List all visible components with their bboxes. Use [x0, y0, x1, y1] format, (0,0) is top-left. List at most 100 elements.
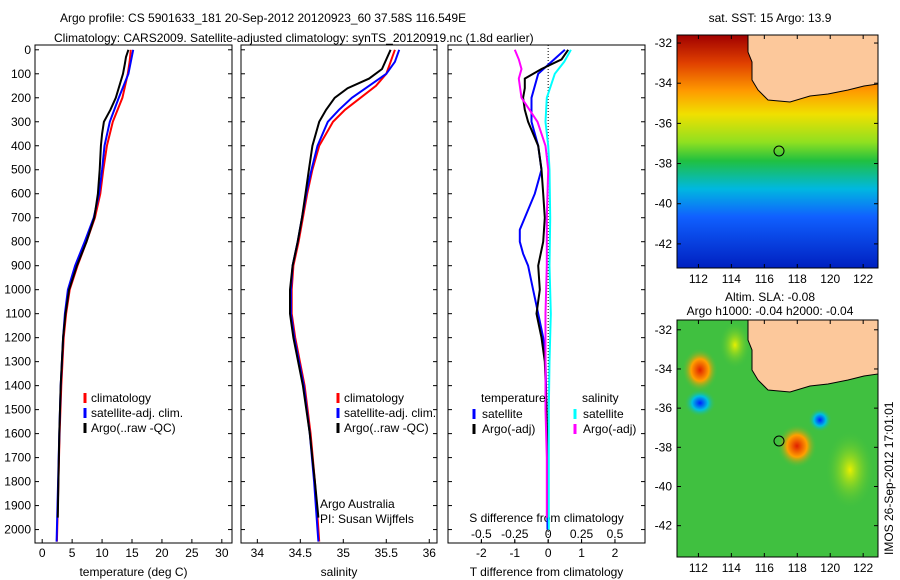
- sla-high-blob: [682, 348, 718, 392]
- x-tick-label: 35: [337, 546, 351, 560]
- y-tick-label: 1300: [4, 355, 31, 369]
- map-x-tick-label: 114: [722, 272, 741, 286]
- map-y-tick-label: -32: [655, 323, 673, 337]
- x-tick-label: 35.5: [375, 546, 399, 560]
- figure-title-line2: Climatology: CARS2009. Satellite-adjuste…: [54, 31, 534, 45]
- y-tick-label: 100: [11, 67, 31, 81]
- legend-label: satellite: [482, 407, 523, 421]
- top-x-tick-label: 0.25: [570, 527, 594, 541]
- series-line-salinity-satellite: [544, 49, 572, 530]
- x-tick-label: 25: [185, 546, 199, 560]
- y-tick-label: 200: [11, 91, 31, 105]
- legend-title-temperature: temperature: [481, 391, 546, 405]
- y-tick-label: 1400: [4, 379, 31, 393]
- land-australia: [747, 319, 879, 393]
- y-tick-label: 1200: [4, 331, 31, 345]
- x-tick-label: 20: [155, 546, 169, 560]
- x-tick-label: -2: [476, 546, 487, 560]
- x-tick-label: 0: [545, 546, 552, 560]
- sst-map: sat. SST: 15 Argo: 13.9 112 114 116 118 120 1…: [655, 11, 879, 286]
- map-x-tick-label: 116: [755, 561, 774, 575]
- sla-high-blob: [719, 321, 751, 369]
- imos-timestamp: IMOS 26-Sep-2012 17:01:01: [882, 401, 896, 555]
- legend-label: satellite: [583, 407, 624, 421]
- series-line-climatology: [290, 49, 396, 542]
- x-tick-label: 2: [612, 546, 619, 560]
- y-tick-label: 1500: [4, 403, 31, 417]
- legend-label: Argo(..raw -QC): [91, 421, 176, 435]
- x-tick-label: 36: [423, 546, 437, 560]
- map-y-tick-label: -38: [655, 440, 673, 454]
- sla-map-frame: [676, 319, 879, 558]
- y-tick-label: 300: [11, 115, 31, 129]
- land-australia: [747, 34, 879, 103]
- x-tick-label: -1: [509, 546, 520, 560]
- legend-label: climatology: [344, 391, 404, 405]
- map-y-tick-label: -34: [655, 362, 673, 376]
- argo-position-marker: [773, 435, 785, 447]
- x-axis-label: temperature (deg C): [79, 565, 187, 579]
- map-x-tick-label: 116: [755, 272, 774, 286]
- map-y-tick-label: -36: [655, 401, 673, 415]
- map-y-tick-label: -32: [655, 36, 673, 50]
- legend-label: satellite-adj. clim.: [91, 406, 183, 420]
- map-y-tick-label: -42: [655, 519, 673, 533]
- y-tick-label: 1600: [4, 427, 31, 441]
- legend-title-salinity: salinity: [582, 391, 619, 405]
- legend-label: Argo(-adj): [482, 422, 535, 436]
- legend-label: Argo(..raw -QC): [344, 421, 429, 435]
- x-tick-label: 1: [578, 546, 585, 560]
- map-x-tick-label: 118: [788, 561, 807, 575]
- x-tick-label: 5: [69, 546, 76, 560]
- profile-panel-difference: -2 -1 0 1 2 T difference from climatology -0.5…: [447, 44, 646, 579]
- map-x-tick-label: 120: [820, 561, 840, 575]
- y-tick-label: 500: [11, 163, 31, 177]
- axes-frame: [240, 44, 438, 544]
- sla-high-blob: [777, 424, 817, 468]
- axes-frame: [447, 44, 646, 544]
- y-tick-label: 1700: [4, 451, 31, 465]
- top-x-tick-label: 0.5: [607, 527, 624, 541]
- x-tick-label: 30: [215, 546, 229, 560]
- map-x-tick-label: 118: [788, 272, 807, 286]
- y-tick-label: 1000: [4, 283, 31, 297]
- series-line-argo-raw-qc-: [289, 49, 392, 518]
- argo-position-marker: [773, 145, 785, 157]
- series-line-temperature-satellite: [518, 49, 566, 530]
- y-tick-label: 700: [11, 211, 31, 225]
- map-x-tick-label: 122: [853, 272, 873, 286]
- x-axis-label: salinity: [321, 565, 358, 579]
- sla-high-blob: [825, 430, 875, 510]
- sst-map-title: sat. SST: 15 Argo: 13.9: [709, 11, 832, 25]
- annotation-text: PI: Susan Wijffels: [320, 512, 414, 526]
- y-tick-label: 900: [11, 259, 31, 273]
- legend-label: satellite-adj. clim.: [344, 406, 436, 420]
- figure-title-line1: Argo profile: CS 5901633_181 20-Sep-2012…: [60, 11, 466, 25]
- map-x-tick-label: 112: [689, 561, 708, 575]
- sla-low-blob: [684, 389, 716, 417]
- axes-frame: [34, 44, 233, 544]
- map-x-tick-label: 120: [820, 272, 840, 286]
- series-line-satellite-adj-clim-: [289, 49, 401, 542]
- series-line-argo-raw-qc-: [56, 49, 130, 518]
- legend-label: Argo(-adj): [583, 422, 636, 436]
- x-tick-label: 10: [95, 546, 109, 560]
- map-x-tick-label: 122: [853, 561, 873, 575]
- y-tick-label: 2000: [4, 523, 31, 537]
- x-tick-label: 15: [125, 546, 139, 560]
- map-y-tick-label: -40: [655, 197, 673, 211]
- profile-panel-salinity: 34 34.5 35 35.5 36 salinity climatologysatelli…: [240, 44, 438, 579]
- sla-map-title: Altim. SLA: -0.08: [725, 290, 815, 304]
- x-tick-label: 34: [251, 546, 265, 560]
- y-tick-label: 600: [11, 187, 31, 201]
- annotation-text: Argo Australia: [320, 497, 395, 511]
- sla-map-subtitle: Argo h1000: -0.04 h2000: -0.04: [687, 304, 854, 318]
- map-x-tick-label: 114: [722, 561, 741, 575]
- y-tick-label: 400: [11, 139, 31, 153]
- y-tick-label: 1900: [4, 499, 31, 513]
- legend-label: climatology: [91, 391, 151, 405]
- series-line-salinity-argo-adj-: [513, 49, 550, 518]
- profile-panel-temperature: 0100200300400500600700800900100011001200…: [4, 43, 233, 579]
- x-tick-label: 34.5: [289, 546, 313, 560]
